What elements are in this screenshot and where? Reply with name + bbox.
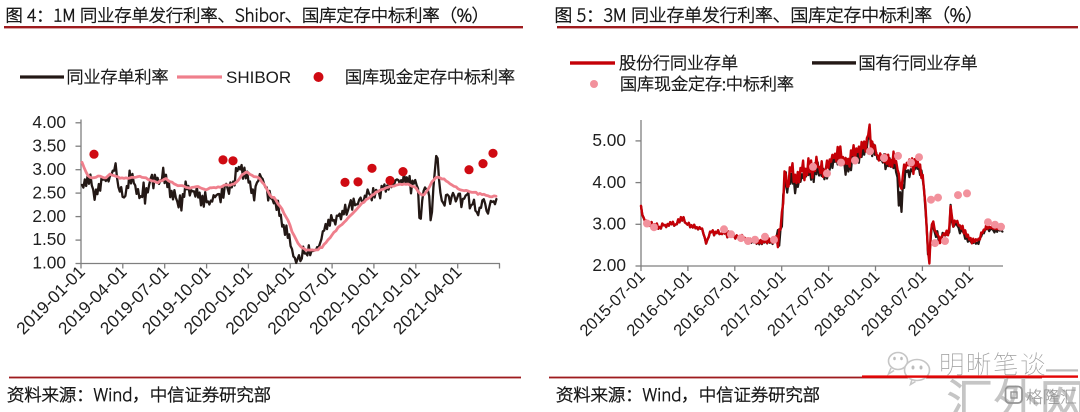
svg-text:4.00: 4.00 [32, 112, 66, 132]
svg-text:SHIBOR: SHIBOR [226, 68, 291, 87]
svg-text:5.00: 5.00 [592, 130, 626, 150]
svg-text:3.00: 3.00 [32, 159, 66, 179]
svg-text:1.50: 1.50 [32, 229, 66, 249]
svg-text:3.00: 3.00 [592, 214, 626, 234]
svg-text:2.50: 2.50 [32, 182, 66, 202]
svg-text:3.50: 3.50 [32, 135, 66, 155]
svg-text:2.00: 2.00 [592, 255, 626, 275]
svg-text:1.00: 1.00 [32, 253, 66, 273]
svg-text:4.00: 4.00 [592, 172, 626, 192]
svg-text:2.00: 2.00 [32, 206, 66, 226]
